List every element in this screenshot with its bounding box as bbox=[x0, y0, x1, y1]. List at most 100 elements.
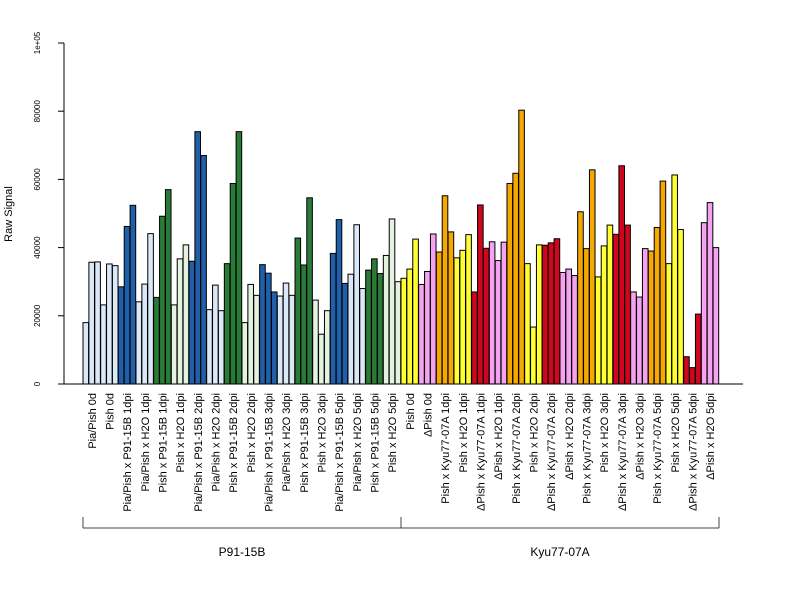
x-tick-label: Pish x Kyu77-07A 5dpi bbox=[652, 393, 664, 504]
bar bbox=[147, 233, 154, 385]
bar bbox=[700, 222, 708, 385]
x-tick-label: Pia/Pish 0d bbox=[87, 393, 99, 449]
bar bbox=[282, 282, 290, 385]
bar bbox=[441, 195, 449, 385]
bar bbox=[394, 281, 402, 385]
bar bbox=[647, 250, 655, 385]
x-tick-label: Pish x H2O 3dpi bbox=[599, 393, 611, 472]
bar bbox=[129, 204, 137, 385]
bar bbox=[541, 244, 549, 385]
bar bbox=[488, 241, 496, 385]
bar bbox=[376, 273, 384, 385]
bar bbox=[200, 155, 207, 385]
x-tick-label: ΔPish x Kyu77-07A 2dpi bbox=[546, 393, 558, 511]
bar bbox=[117, 286, 125, 385]
bar bbox=[182, 244, 190, 385]
bar bbox=[412, 238, 419, 385]
bar bbox=[406, 268, 413, 385]
bar bbox=[229, 182, 237, 385]
x-tick-label: Pia/Pish x H2O 3dpi bbox=[281, 393, 293, 491]
bar bbox=[465, 234, 472, 385]
bar bbox=[494, 260, 502, 385]
bar bbox=[624, 224, 631, 385]
bar bbox=[223, 263, 231, 385]
bar bbox=[653, 226, 661, 385]
bar bbox=[459, 249, 466, 385]
x-tick-label: Pia/Pish x P91-15B 1dpi bbox=[122, 393, 134, 512]
bar bbox=[312, 299, 319, 385]
bar bbox=[206, 309, 213, 385]
bar bbox=[571, 275, 578, 385]
x-tick-label: Pish 0d bbox=[105, 393, 117, 430]
y-tick-label: 0 bbox=[33, 381, 42, 386]
bar bbox=[424, 270, 431, 385]
bar bbox=[300, 264, 307, 385]
bar bbox=[288, 294, 296, 385]
x-tick-label: Pia/Pish x H2O 5dpi bbox=[352, 393, 364, 491]
x-tick-label: Pia/Pish x H2O 2dpi bbox=[211, 393, 223, 491]
bar bbox=[265, 272, 272, 385]
x-tick-label: Pish x H2O 2dpi bbox=[246, 393, 258, 472]
bar bbox=[253, 294, 260, 385]
bar bbox=[594, 276, 602, 385]
bar bbox=[365, 269, 372, 385]
bar bbox=[241, 322, 249, 385]
bar bbox=[418, 283, 425, 385]
bar bbox=[583, 248, 590, 385]
x-tick-label: ΔPish x Kyu77-07A 1dpi bbox=[476, 393, 488, 511]
y-tick-label: 20000 bbox=[33, 304, 42, 327]
bar bbox=[612, 233, 620, 385]
bar bbox=[530, 326, 537, 385]
bar bbox=[641, 248, 649, 385]
x-tick-label: Pia/Pish x P91-15B 5dpi bbox=[334, 393, 346, 512]
x-tick-label: Pish x H2O 5dpi bbox=[670, 393, 682, 472]
y-tick-label: 1e+05 bbox=[33, 31, 42, 54]
bar bbox=[518, 109, 525, 385]
bar bbox=[636, 296, 643, 385]
bar bbox=[106, 263, 113, 385]
bar bbox=[329, 252, 337, 385]
group-brackets: P91-15B Kyu77-07A bbox=[82, 517, 720, 559]
bar bbox=[559, 271, 567, 385]
x-tick-label: ΔPish x H2O 3dpi bbox=[635, 393, 647, 480]
bar bbox=[671, 174, 678, 385]
bar bbox=[359, 288, 366, 385]
x-tick-label: Pish x P91-15B 1dpi bbox=[158, 393, 170, 493]
y-tick-label: 60000 bbox=[33, 168, 42, 191]
x-tick-label: Pish x Kyu77-07A 2dpi bbox=[511, 393, 523, 504]
bar bbox=[683, 356, 690, 385]
bar bbox=[176, 258, 184, 385]
bar bbox=[88, 261, 95, 385]
bar bbox=[677, 229, 684, 385]
x-tick-label: Pish x Kyu77-07A 1dpi bbox=[440, 393, 452, 504]
x-tick-label: ΔPish x Kyu77-07A 5dpi bbox=[688, 393, 700, 511]
bar bbox=[435, 251, 443, 385]
bar bbox=[341, 282, 349, 385]
x-tick-label: Pish x P91-15B 5dpi bbox=[370, 393, 382, 493]
bar bbox=[400, 277, 408, 385]
x-tick-label: Pish x H2O 3dpi bbox=[317, 393, 329, 472]
bar bbox=[482, 247, 490, 385]
bar bbox=[323, 310, 331, 385]
bar bbox=[159, 215, 166, 385]
bar bbox=[600, 245, 608, 385]
bar bbox=[694, 313, 702, 385]
x-tick-label: Pia/Pish x P91-15B 3dpi bbox=[264, 393, 276, 512]
x-tick-label: Pia/Pish x P91-15B 2dpi bbox=[193, 393, 205, 512]
bar bbox=[188, 260, 196, 385]
x-tick-labels: Pia/Pish 0d Pish 0d Pia/Pish x P91-15B 1dp… bbox=[87, 393, 717, 512]
x-tick-label: Pish x P91-15B 2dpi bbox=[228, 393, 240, 493]
bar bbox=[630, 291, 637, 385]
bar bbox=[371, 258, 378, 385]
bar bbox=[618, 165, 625, 385]
bar bbox=[335, 219, 343, 385]
bar bbox=[535, 244, 543, 385]
x-tick-label: Pish x H2O 1dpi bbox=[175, 393, 187, 472]
x-tick-label: Pish x H2O 5dpi bbox=[387, 393, 399, 472]
bar bbox=[270, 291, 278, 385]
x-tick-label: Pish x H2O 1dpi bbox=[458, 393, 470, 472]
group-label: P91-15B bbox=[219, 545, 266, 559]
bar bbox=[111, 265, 119, 385]
x-tick-label: Pish 0d bbox=[405, 393, 417, 430]
